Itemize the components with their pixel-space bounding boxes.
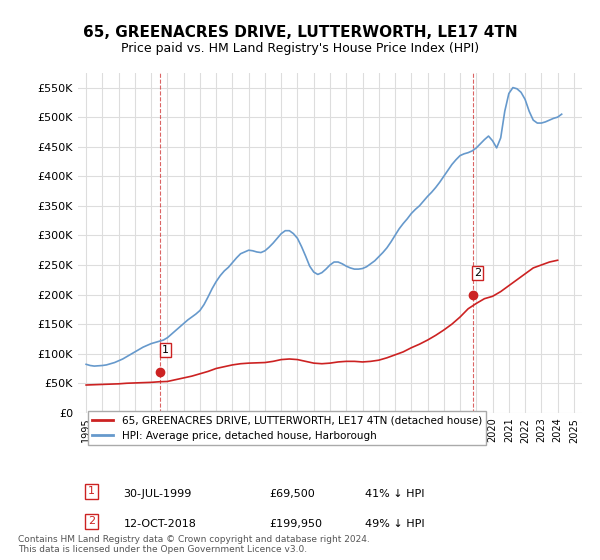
- Text: Contains HM Land Registry data © Crown copyright and database right 2024.
This d: Contains HM Land Registry data © Crown c…: [18, 535, 370, 554]
- Text: 12-OCT-2018: 12-OCT-2018: [124, 519, 196, 529]
- Text: 65, GREENACRES DRIVE, LUTTERWORTH, LE17 4TN: 65, GREENACRES DRIVE, LUTTERWORTH, LE17 …: [83, 25, 517, 40]
- Text: £199,950: £199,950: [269, 519, 323, 529]
- Text: 41% ↓ HPI: 41% ↓ HPI: [365, 489, 425, 500]
- Text: £69,500: £69,500: [269, 489, 315, 500]
- Text: 30-JUL-1999: 30-JUL-1999: [124, 489, 192, 500]
- Legend: 65, GREENACRES DRIVE, LUTTERWORTH, LE17 4TN (detached house), HPI: Average price: 65, GREENACRES DRIVE, LUTTERWORTH, LE17 …: [88, 411, 486, 445]
- Text: 49% ↓ HPI: 49% ↓ HPI: [365, 519, 425, 529]
- Text: 1: 1: [162, 345, 169, 355]
- Text: 2: 2: [88, 516, 95, 526]
- Text: 1: 1: [88, 487, 95, 496]
- Text: 2: 2: [474, 268, 481, 278]
- Text: Price paid vs. HM Land Registry's House Price Index (HPI): Price paid vs. HM Land Registry's House …: [121, 42, 479, 55]
